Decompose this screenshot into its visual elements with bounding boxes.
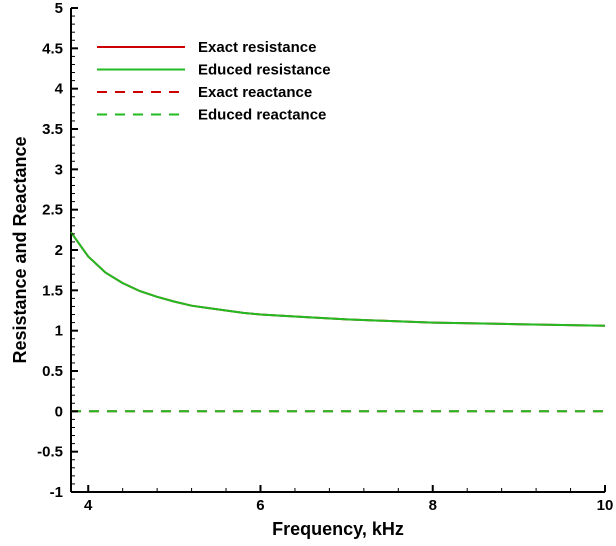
y-tick-label: 1.5 bbox=[42, 282, 63, 299]
series-line-0 bbox=[70, 231, 606, 327]
x-tick-label: 8 bbox=[429, 497, 437, 514]
y-tick-label: 5 bbox=[55, 0, 63, 17]
x-tick-label: 6 bbox=[256, 497, 264, 514]
legend: Exact resistance Educed resistance Exact r… bbox=[97, 39, 331, 124]
y-tick-label: 3.5 bbox=[42, 121, 63, 138]
y-tick-label: 1 bbox=[55, 323, 63, 340]
y-tick-label: 4.5 bbox=[42, 40, 63, 57]
y-tick-label: 4 bbox=[55, 81, 64, 98]
y-tick-label: 3 bbox=[55, 161, 63, 178]
y-tick-label: 2.5 bbox=[42, 202, 63, 219]
legend-label-1: Educed resistance bbox=[198, 62, 331, 79]
series-layer bbox=[70, 231, 606, 413]
x-tick-label: 4 bbox=[84, 497, 93, 514]
y-tick-label: -0.5 bbox=[37, 444, 63, 461]
ticks-layer: -1 -0.5 0 0.5 1 1.5 2 2.5 3 3.5 4 4.5 5 4 6 8 10 bbox=[37, 0, 613, 514]
legend-label-0: Exact resistance bbox=[198, 39, 316, 56]
y-tick-label: -1 bbox=[50, 484, 63, 501]
y-tick-label: 0 bbox=[55, 403, 63, 420]
y-tick-label: 0.5 bbox=[42, 363, 63, 380]
legend-label-2: Exact reactance bbox=[198, 84, 312, 101]
y-axis-title: Resistance and Reactance bbox=[10, 136, 30, 363]
x-axis-title: Frequency, kHz bbox=[272, 519, 404, 539]
legend-label-3: Educed reactance bbox=[198, 107, 326, 124]
series-line-1 bbox=[70, 231, 606, 327]
plot-area: -1 -0.5 0 0.5 1 1.5 2 2.5 3 3.5 4 4.5 5 4 6 8 10 bbox=[37, 0, 613, 514]
x-tick-label: 10 bbox=[597, 497, 614, 514]
y-tick-label: 2 bbox=[55, 242, 63, 259]
